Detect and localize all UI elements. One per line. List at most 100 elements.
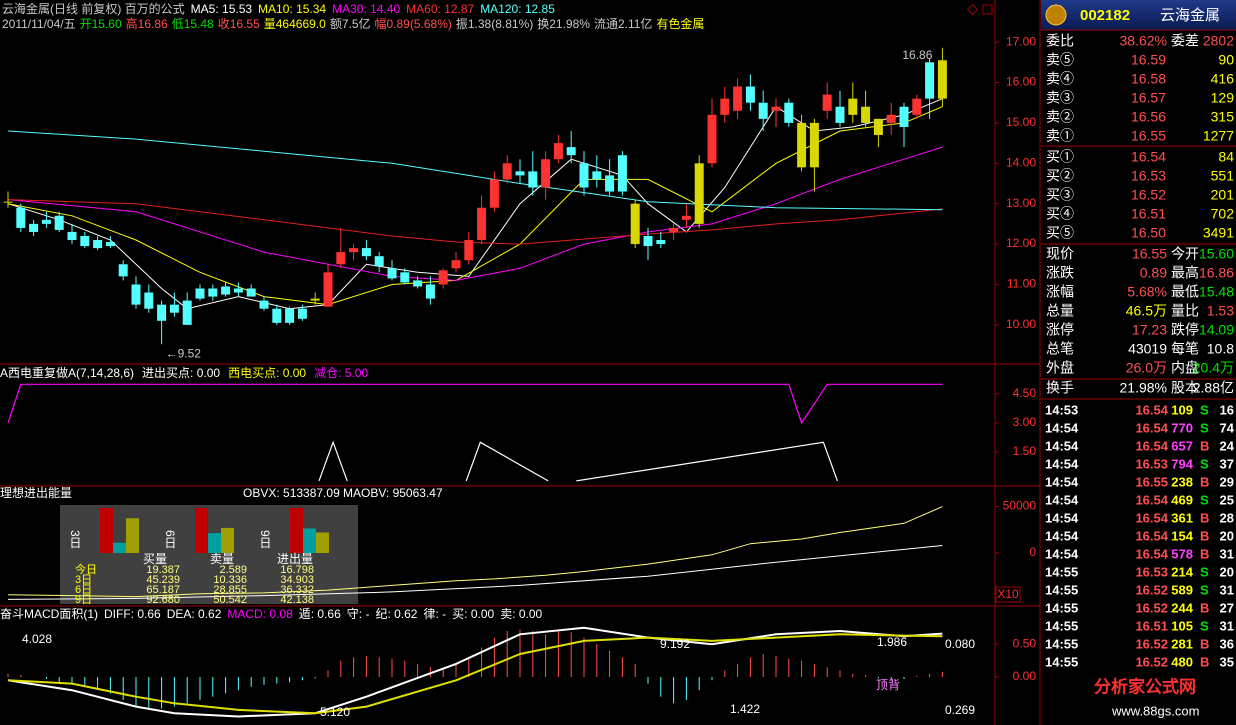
candle-body (822, 94, 832, 111)
trade-time: 14:54 (1045, 474, 1079, 489)
box-header: 卖量 (210, 552, 234, 566)
quote-cell: 3491 (1203, 225, 1234, 241)
box-row-label: 6日 (75, 584, 92, 596)
candle-body (464, 240, 474, 261)
quote-cell: 买④ (1046, 206, 1074, 222)
y-tick-label: 13.00 (1006, 196, 1036, 210)
y-tick-label: 50000 (1003, 499, 1037, 513)
candle-body (29, 223, 39, 232)
info-item: 开15.60 (80, 17, 122, 31)
quote-cell: 2.88亿 (1193, 380, 1234, 396)
line-series (7, 146, 943, 281)
info-item: 守: - (347, 607, 370, 621)
info-item: DIFF: 0.66 (104, 607, 161, 621)
candle-body (157, 304, 167, 321)
info-item: 流通2.11亿 (594, 16, 652, 31)
box-cell: 10.336 (213, 574, 247, 586)
candle-body (221, 286, 231, 295)
trade-price: 16.54 (1135, 402, 1168, 417)
info-item: 纪: 0.62 (375, 607, 417, 621)
quote-cell: 702 (1211, 206, 1235, 222)
box-cell: 34.903 (280, 574, 314, 586)
icon[interactable] (982, 4, 993, 15)
trade-volume: 244 (1171, 600, 1193, 615)
trade-time: 14:54 (1045, 510, 1079, 525)
candle-body (477, 207, 487, 241)
candle-body (592, 171, 602, 180)
info-item: 额7.5亿 (330, 16, 371, 31)
trade-side: S (1200, 582, 1209, 597)
candle-body (669, 227, 679, 232)
y-tick-label: 16.00 (1006, 75, 1036, 89)
candle-body (541, 159, 551, 188)
info-item: 高16.86 (126, 16, 168, 31)
trade-volume: 238 (1171, 474, 1193, 489)
candle-body (605, 175, 615, 192)
quote-cell: 16.58 (1131, 71, 1166, 87)
trade-price: 16.54 (1135, 528, 1168, 543)
trade-count: 24 (1220, 438, 1235, 453)
macd-label: 0.269 (945, 703, 975, 717)
quote-cell: 5.68% (1127, 284, 1167, 300)
quote-cell: 1277 (1203, 128, 1234, 144)
candle-body (438, 270, 448, 285)
quote-cell: 买③ (1046, 187, 1074, 203)
icon[interactable] (966, 3, 979, 16)
quote-cell: 129 (1211, 90, 1235, 106)
candle-body (297, 308, 307, 319)
quote-cell: 17.23 (1132, 322, 1167, 338)
trade-side: B (1200, 438, 1209, 453)
quote-cell: 涨幅 (1046, 284, 1074, 300)
trade-time: 14:53 (1045, 402, 1078, 417)
info-line: 奋斗MACD面积(1) DIFF: 0.66 DEA: 0.62 MACD: 0.08… (0, 607, 543, 621)
energy-bar (221, 527, 234, 553)
y-tick-label: 0.00 (1013, 669, 1037, 683)
candle-body (528, 171, 538, 188)
trade-count: 74 (1220, 420, 1235, 435)
trade-side: S (1200, 456, 1209, 471)
quote-cell: 16.55 (1132, 246, 1167, 262)
candle-body (451, 260, 461, 269)
quote-cell: 卖④ (1046, 71, 1074, 87)
candle-body (246, 288, 256, 297)
candle-body (323, 272, 333, 307)
quote-cell: 委比 (1046, 33, 1074, 49)
info-line: 云海金属(日线 前复权) 百万的公式 MA5: 15.53 MA10: 15.34 M… (2, 1, 555, 16)
trade-side: B (1200, 546, 1209, 561)
macd-label: 1.422 (730, 702, 760, 716)
trade-count: 31 (1220, 546, 1234, 561)
candle-body (272, 308, 282, 323)
quote-cell: 换手 (1046, 380, 1074, 396)
low-label: ←9.52 (166, 346, 202, 360)
candle-body (617, 155, 627, 192)
trade-time: 14:55 (1045, 636, 1078, 651)
trade-side: B (1200, 474, 1209, 489)
trade-volume: 281 (1171, 636, 1193, 651)
quote-cell: 量比 (1171, 303, 1199, 319)
quote-cell: 38.62% (1120, 33, 1167, 49)
trade-time: 14:55 (1045, 654, 1078, 669)
info-item: MA30: 14.40 (332, 2, 400, 16)
quote-cell: 卖③ (1046, 90, 1074, 106)
trade-volume: 578 (1171, 546, 1193, 561)
info-item: 遁: 0.66 (299, 607, 341, 621)
candle-body (41, 219, 51, 224)
candle-body (67, 231, 77, 241)
info-item: DEA: 0.62 (167, 607, 222, 621)
candle-body (195, 288, 205, 299)
info-item: MA5: 15.53 (191, 2, 253, 16)
y-tick-label: 4.50 (1013, 386, 1037, 400)
trade-count: 29 (1220, 474, 1234, 489)
trade-count: 28 (1220, 510, 1234, 525)
high-label: 16.86 (902, 48, 932, 62)
line-series (7, 130, 943, 211)
info-item: MACD: 0.08 (227, 607, 293, 621)
box-cell: 45.239 (146, 574, 180, 586)
quote-cell: 跌停 (1171, 322, 1199, 338)
quote-cell: 84 (1218, 149, 1234, 165)
trade-time: 14:55 (1045, 564, 1078, 579)
candle-body (285, 308, 295, 323)
quote-cell: 16.57 (1131, 90, 1166, 106)
box-cell: 50.542 (213, 594, 247, 606)
watermark: www.88gs.com (1111, 703, 1199, 718)
